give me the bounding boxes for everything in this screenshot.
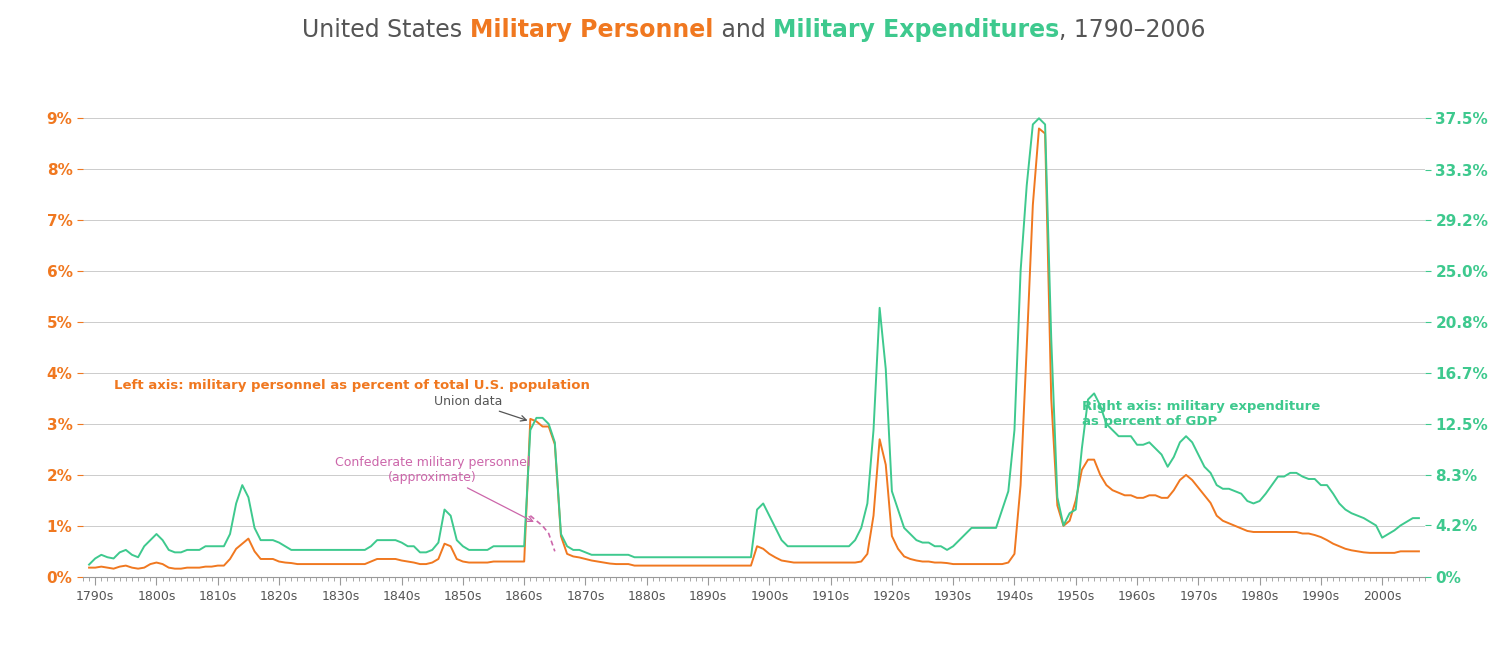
Text: Left axis: military personnel as percent of total U.S. population: Left axis: military personnel as percent… [113,379,590,392]
Text: Right axis: military expenditure
as percent of GDP: Right axis: military expenditure as perc… [1081,400,1320,428]
Text: , 1790–2006: , 1790–2006 [1059,18,1205,42]
Text: and: and [713,18,772,42]
Text: Military Personnel: Military Personnel [470,18,713,42]
Text: United States: United States [303,18,470,42]
Text: Union data: Union data [434,394,526,421]
Text: Confederate military personnel
(approximate): Confederate military personnel (approxim… [335,456,532,521]
Text: Military Expenditures: Military Expenditures [772,18,1059,42]
